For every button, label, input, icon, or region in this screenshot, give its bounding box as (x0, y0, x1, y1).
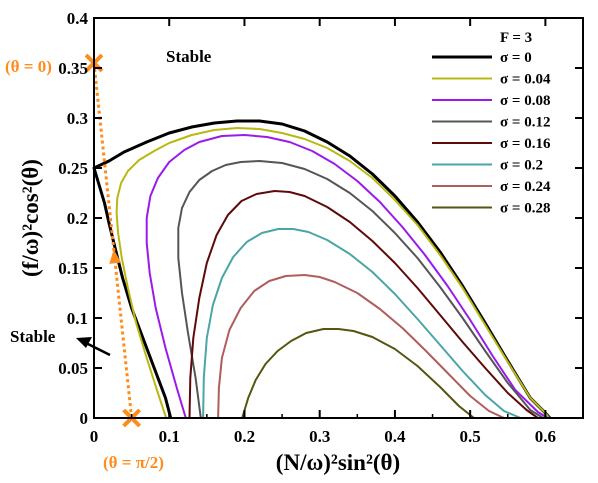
legend-label: σ = 0.16 (500, 136, 551, 152)
legend-item: σ = 0.2 (432, 158, 543, 174)
legend: σ = 0 σ = 0.04 σ = 0.08 σ = 0.12 σ = 0.16 σ =… (432, 50, 551, 217)
y-tick-label: 0.1 (67, 309, 88, 328)
theta-zero-label: (θ = 0) (5, 57, 52, 76)
y-tick-label: 0.2 (67, 209, 88, 228)
y-tick-label: 0.4 (67, 9, 89, 28)
y-tick-label: 0 (80, 409, 89, 428)
series-line-sigma-0-04 (115, 127, 550, 419)
series-line-sigma-0-28 (241, 328, 475, 419)
series-line-sigma-0-24 (217, 274, 505, 419)
series-line-sigma-0-08 (145, 134, 549, 419)
series-line-sigma-0-2 (202, 228, 521, 419)
theta-pi2-label: (θ = π/2) (103, 453, 164, 472)
legend-label: σ = 0.12 (500, 115, 550, 131)
series-line-sigma-0 (92, 119, 552, 420)
y-axis-title: (f/ω)²cos²(θ) (18, 159, 43, 277)
legend-label: σ = 0 (500, 50, 532, 66)
x-tick-label: 0 (90, 427, 99, 446)
y-tick-label: 0.3 (67, 109, 88, 128)
x-tick-label: 0.2 (234, 427, 255, 446)
y-tick-label: 0.25 (58, 159, 88, 178)
legend-item: σ = 0.24 (432, 179, 551, 195)
legend-item: σ = 0.04 (432, 72, 551, 88)
series-line-sigma-0-12 (177, 160, 544, 419)
series-line-sigma-0-16 (188, 190, 539, 419)
y-tick-label: 0.35 (58, 59, 88, 78)
stable-label-top: Stable (166, 47, 212, 66)
ticks-layer: 0 0.1 0.2 0.3 0.4 0.5 0.6 0 0.05 0.1 0.15 0.2 0.25 0.… (58, 9, 584, 446)
y-tick-label: 0.15 (58, 259, 88, 278)
series-layer (92, 119, 552, 420)
theta-path-arrow (109, 249, 122, 264)
legend-title: F = 3 (500, 30, 532, 46)
legend-item: σ = 0.16 (432, 136, 551, 152)
x-axis-title: (N/ω)²sin²(θ) (276, 450, 400, 475)
stable-arrow (76, 337, 111, 357)
x-tick-label: 0.6 (535, 427, 556, 446)
legend-label: σ = 0.04 (500, 72, 551, 88)
y-tick-label: 0.05 (58, 359, 88, 378)
legend-label: σ = 0.2 (500, 158, 543, 174)
legend-label: σ = 0.24 (500, 179, 551, 195)
legend-item: σ = 0 (432, 50, 532, 66)
x-tick-label: 0.3 (309, 427, 330, 446)
legend-item: σ = 0.28 (432, 201, 550, 217)
legend-label: σ = 0.08 (500, 93, 550, 109)
stable-label-left: Stable (10, 327, 56, 346)
legend-item: σ = 0.12 (432, 115, 550, 131)
x-tick-label: 0.4 (384, 427, 406, 446)
legend-item: σ = 0.08 (432, 93, 550, 109)
x-tick-label: 0.1 (159, 427, 180, 446)
x-tick-label: 0.5 (460, 427, 481, 446)
legend-label: σ = 0.28 (500, 201, 550, 217)
